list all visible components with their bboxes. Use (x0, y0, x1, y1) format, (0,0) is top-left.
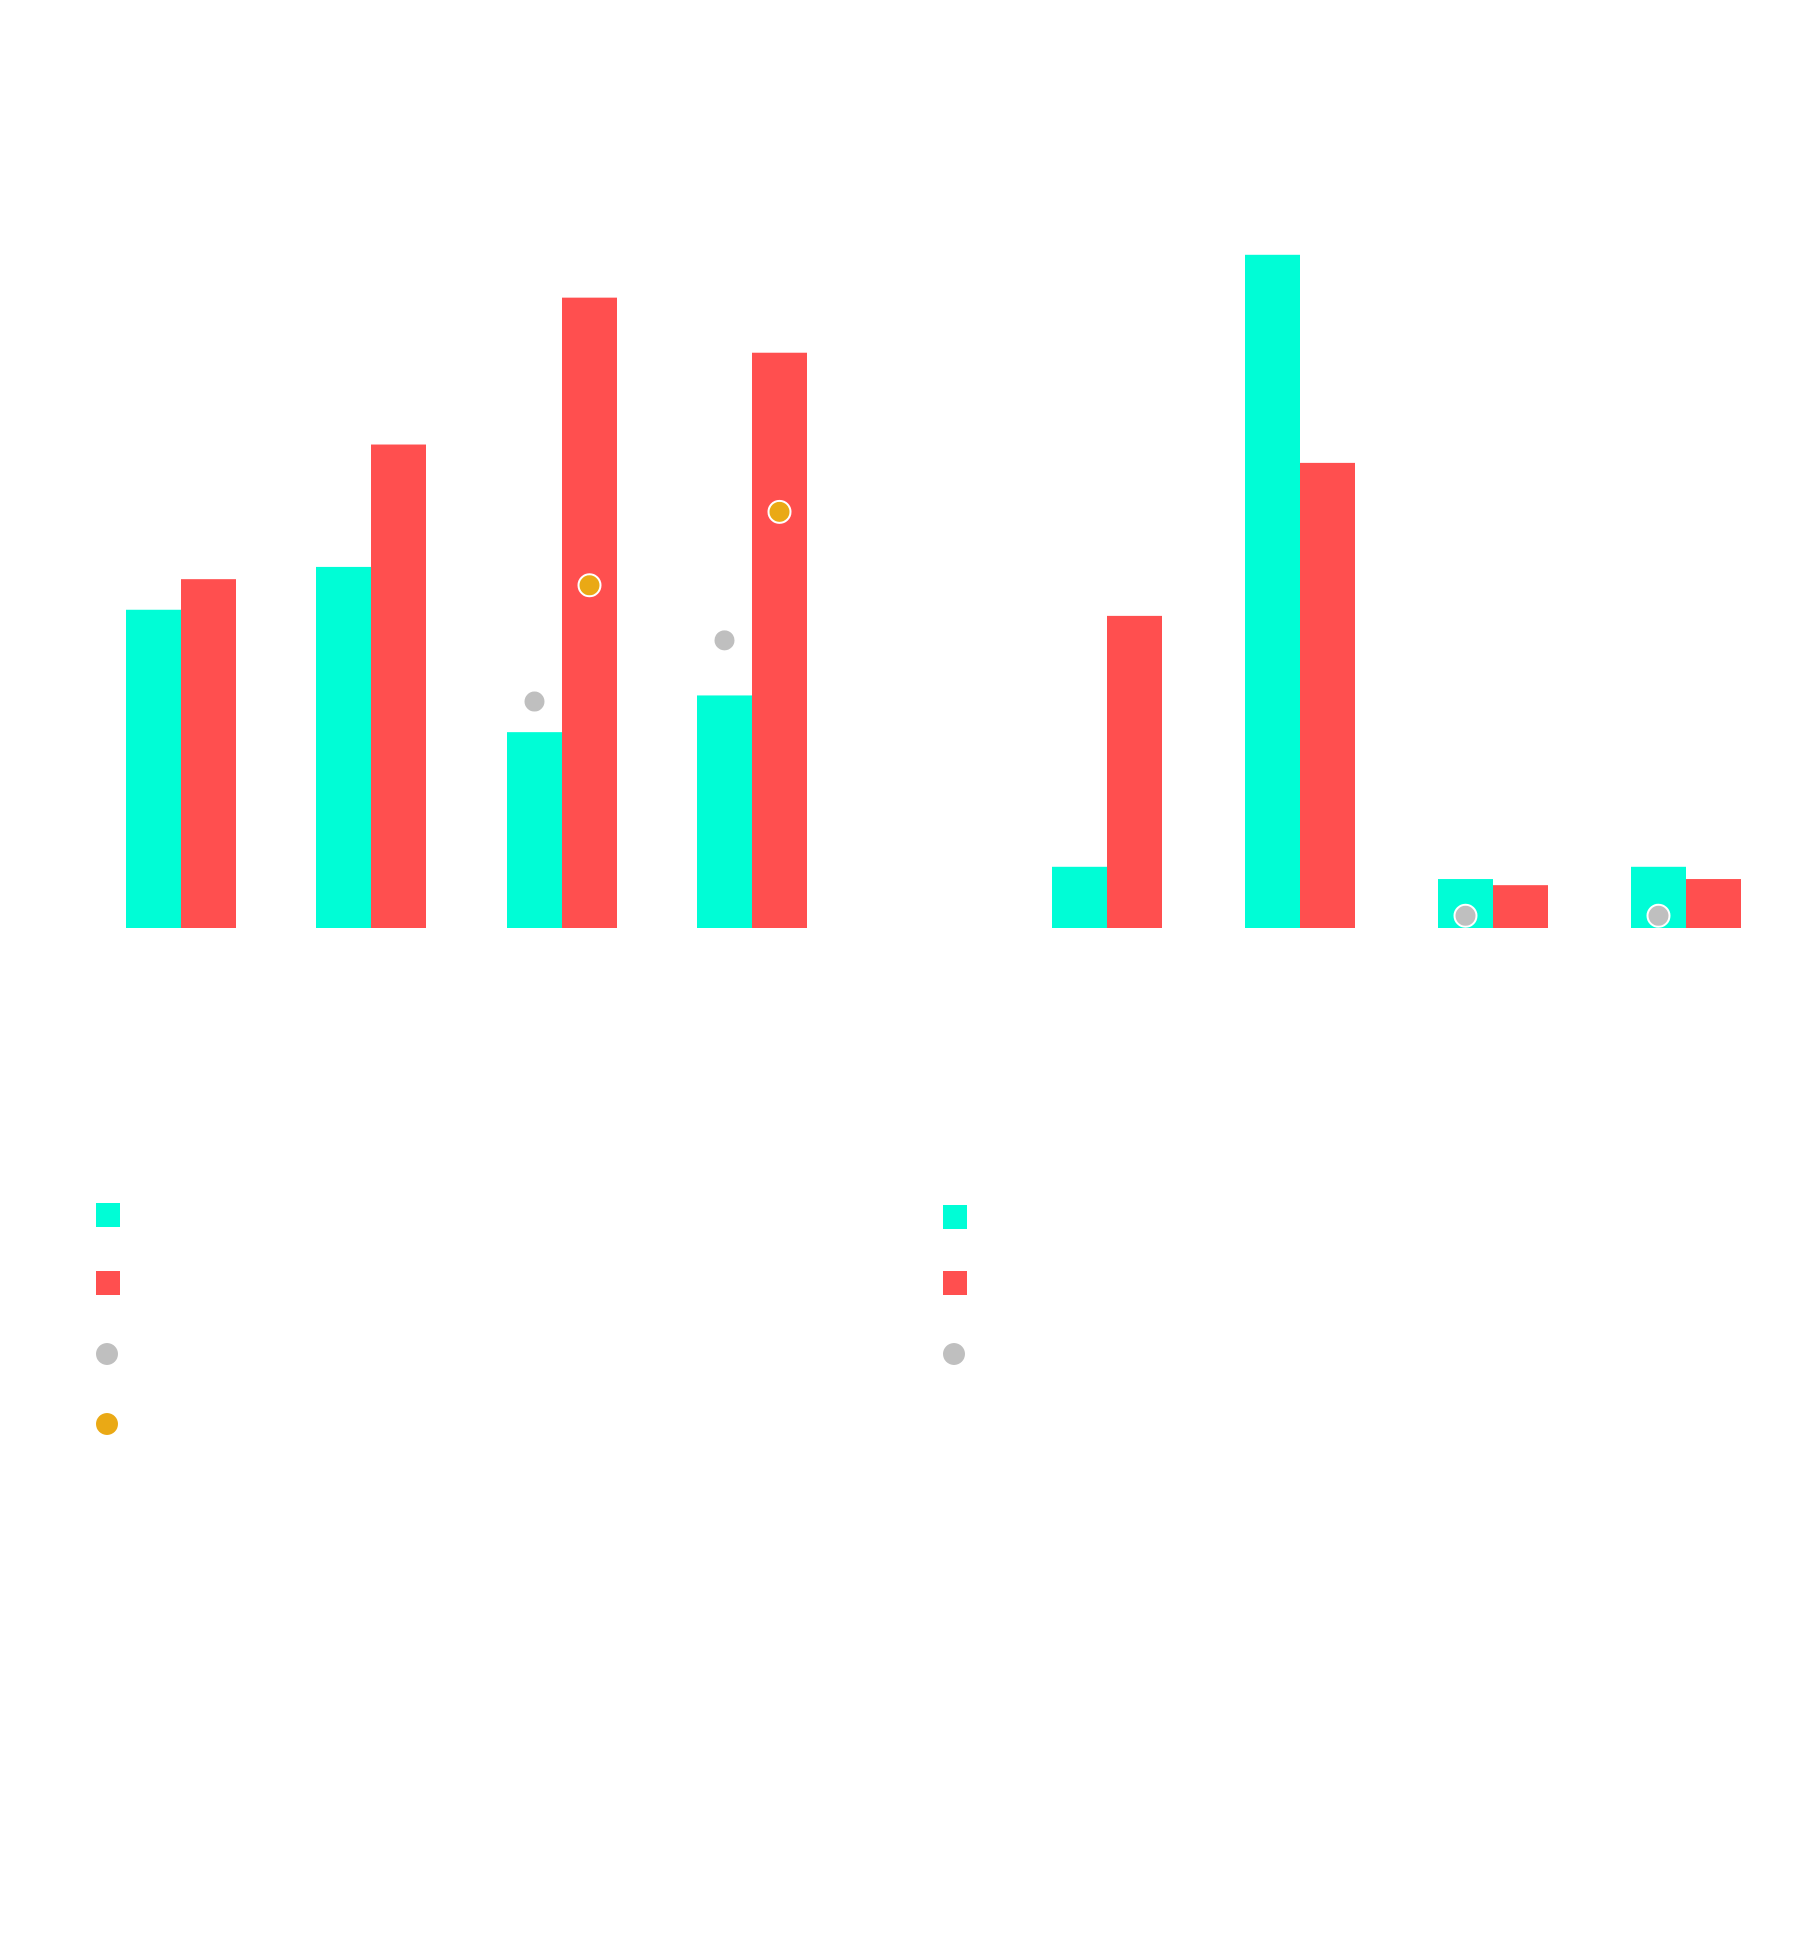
bar-right-series1-cat1 (1300, 462, 1355, 928)
point-right-series2-cat3 (1646, 903, 1671, 928)
bar-left-series1-cat3 (752, 352, 807, 929)
legend-marker-right-0 (943, 1205, 967, 1229)
bar-left-series0-cat2 (507, 732, 562, 928)
bar-right-series1-cat2 (1493, 885, 1548, 928)
legend-marker-left-2 (96, 1343, 118, 1365)
bar-right-series1-cat3 (1686, 879, 1741, 928)
point-left-series2-cat2 (522, 689, 547, 714)
bar-right-series1-cat0 (1107, 615, 1162, 928)
legend-marker-left-0 (96, 1203, 120, 1227)
point-left-series3-cat2 (577, 573, 602, 598)
legend-marker-left-1 (96, 1271, 120, 1295)
bar-left-series0-cat3 (697, 695, 752, 928)
point-right-series2-cat2 (1453, 903, 1478, 928)
bar-left-series1-cat1 (371, 444, 426, 928)
bar-left-series0-cat1 (316, 566, 371, 928)
point-left-series3-cat3 (767, 499, 792, 524)
legend-marker-right-2 (943, 1343, 965, 1365)
bar-left-series1-cat0 (181, 579, 236, 928)
bar-left-series0-cat0 (126, 609, 181, 928)
point-left-series2-cat3 (712, 628, 737, 653)
bar-right-series0-cat0 (1052, 866, 1107, 928)
legend-marker-right-1 (943, 1271, 967, 1295)
bar-left-series1-cat2 (562, 297, 617, 928)
legend-marker-left-3 (96, 1413, 118, 1435)
bar-right-series0-cat1 (1245, 254, 1300, 929)
